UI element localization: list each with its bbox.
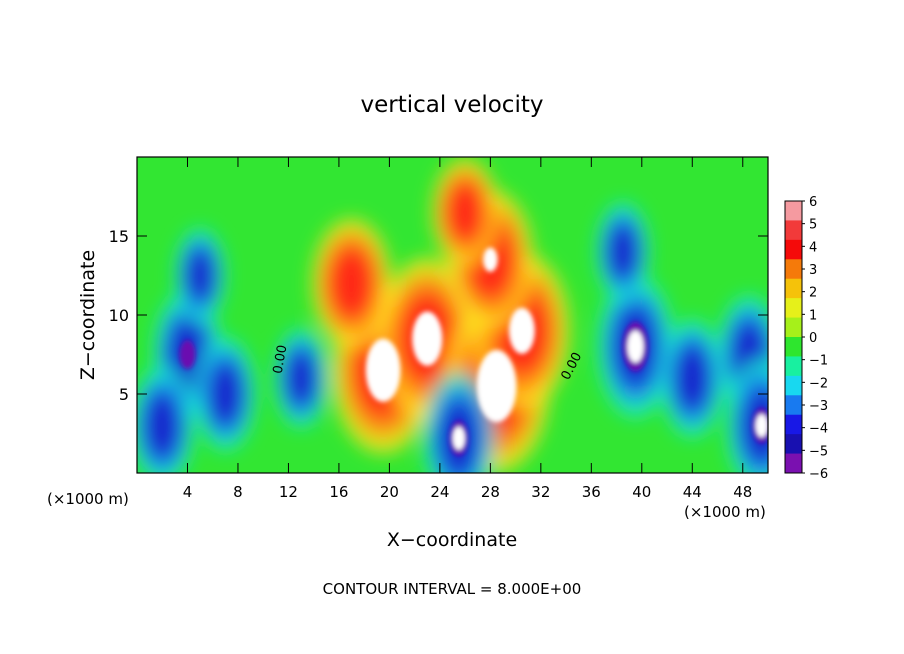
- colorbar-swatch-12: [785, 434, 802, 455]
- colorbar-label-6: 0: [809, 331, 817, 346]
- field-core-9: [483, 247, 498, 272]
- x-tick-label-4: 4: [183, 483, 193, 501]
- colorbar-swatch-13: [785, 453, 802, 474]
- field-blob-11-2: [446, 182, 484, 243]
- x-unit-right: (×1000 m): [684, 503, 766, 521]
- colorbar-label-4: 2: [809, 286, 817, 301]
- colorbar-swatch-4: [785, 278, 802, 299]
- colorbar-label-1: 5: [809, 218, 817, 233]
- x-tick-label-28: 28: [481, 483, 500, 501]
- colorbar-label-7: −1: [809, 354, 828, 369]
- field-blob-17-2: [607, 223, 638, 280]
- colorbar-label-10: −4: [809, 422, 828, 437]
- field-blob-14-2: [674, 344, 711, 412]
- x-tick-label-44: 44: [683, 483, 702, 501]
- field-blob-4-2: [286, 350, 316, 407]
- x-axis-label: X−coordinate: [387, 529, 517, 551]
- contour-interval-footer: CONTOUR INTERVAL = 8.000E+00: [323, 580, 582, 598]
- colorbar-swatch-3: [785, 259, 802, 280]
- field-white-6: [417, 321, 437, 357]
- x-tick-label-16: 16: [329, 483, 348, 501]
- colorbar-label-3: 3: [809, 263, 817, 278]
- x-tick-label-24: 24: [430, 483, 449, 501]
- field-white-7: [484, 362, 509, 410]
- y-axis-label: Z−coordinate: [77, 250, 99, 380]
- colorbar-label-5: 1: [809, 308, 817, 323]
- colorbar-swatch-6: [785, 317, 802, 338]
- colorbar-label-8: −2: [809, 376, 828, 391]
- heatmap-field: [137, 157, 768, 473]
- colorbar-swatch-8: [785, 356, 802, 377]
- field-blob-3-2: [185, 248, 215, 303]
- colorbar-swatch-11: [785, 414, 802, 435]
- field-white-8: [513, 315, 531, 346]
- colorbar-label-12: −6: [809, 467, 828, 482]
- field-blob-1-2: [144, 392, 180, 459]
- field-white-13: [627, 330, 644, 363]
- y-axis: 5 10 15: [109, 227, 768, 404]
- x-unit-left: (×1000 m): [47, 490, 129, 508]
- colorbar-swatch-0: [785, 201, 802, 221]
- colorbar-label-9: −3: [809, 399, 828, 414]
- y-tick-label-15: 15: [109, 227, 129, 246]
- colorbar-swatch-10: [785, 395, 802, 416]
- x-tick-label-20: 20: [380, 483, 399, 501]
- colorbar-swatch-1: [785, 220, 802, 241]
- colorbar-label-2: 4: [809, 240, 817, 255]
- x-tick-label-12: 12: [279, 483, 298, 501]
- y-tick-label-5: 5: [119, 385, 129, 404]
- field-white-16: [755, 414, 768, 438]
- x-tick-label-36: 36: [582, 483, 601, 501]
- field-white-12: [452, 426, 465, 450]
- field-white-5: [372, 349, 394, 391]
- colorbar-label-11: −5: [809, 444, 828, 459]
- x-tick-label-48: 48: [733, 483, 752, 501]
- field-blob-2-2: [208, 362, 243, 426]
- colorbar-swatch-2: [785, 239, 802, 260]
- colorbar-swatch-9: [785, 375, 802, 396]
- x-tick-label-32: 32: [531, 483, 550, 501]
- colorbar: 6 5 4 3 2 1 0 −1 −2 −3 −4 −5 −6: [784, 195, 828, 482]
- x-axis: 4 8 12 16 20 24 28 32 36 40 44 48: [183, 157, 752, 501]
- chart-title: vertical velocity: [361, 92, 544, 118]
- y-tick-label-10: 10: [109, 306, 129, 325]
- x-tick-label-40: 40: [632, 483, 651, 501]
- x-tick-label-8: 8: [233, 483, 243, 501]
- contour-label-left: 0.00: [271, 344, 291, 375]
- field-core-0: [179, 340, 196, 369]
- colorbar-swatch-5: [785, 298, 802, 319]
- colorbar-swatch-7: [785, 337, 802, 357]
- colorbar-label-0: 6: [809, 195, 817, 210]
- field-blob-10-2: [329, 247, 374, 320]
